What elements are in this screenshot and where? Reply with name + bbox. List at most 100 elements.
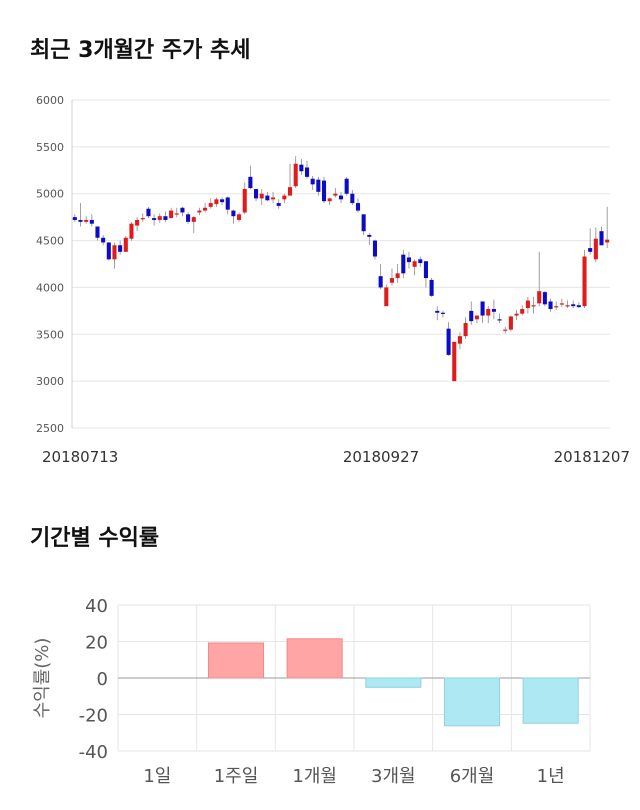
return-bar	[207, 642, 265, 679]
y-tick-label: 3000	[36, 375, 64, 388]
candle-body	[361, 214, 366, 232]
candle-body	[89, 219, 94, 224]
candle-body	[118, 245, 123, 252]
y-tick-label: 40	[85, 596, 108, 617]
y-tick-label: 4000	[36, 281, 64, 294]
candle-body	[304, 167, 310, 177]
candle-body	[72, 217, 77, 220]
candle-body	[231, 210, 236, 217]
candle-body	[152, 218, 157, 220]
candle-body	[338, 195, 344, 200]
candle-body	[333, 193, 338, 196]
candle-body	[174, 213, 179, 215]
candle-body	[384, 287, 389, 307]
candle-body	[78, 219, 83, 222]
candle-body	[582, 256, 587, 307]
candle-body	[457, 336, 462, 344]
candle-body	[480, 301, 485, 316]
candle-body	[299, 164, 304, 172]
y-tick-label: 2500	[36, 422, 64, 435]
candle-body	[129, 223, 134, 239]
candle-body	[548, 301, 553, 309]
candle-body	[412, 261, 417, 267]
candle-body	[344, 178, 349, 194]
candle-body	[514, 313, 519, 316]
candle-body	[242, 189, 247, 213]
y-tick-label: -40	[79, 742, 108, 763]
candle-body	[593, 238, 598, 260]
candle-body	[310, 178, 315, 185]
candle-body	[327, 198, 332, 202]
candle-body	[395, 273, 400, 279]
candle-body	[491, 308, 496, 312]
candle-body	[248, 176, 253, 189]
y-tick-label: 3500	[36, 328, 64, 341]
candlestick-chart: 6000 5500 5000 4500 4000 3500 3000 2500 20180713…	[36, 94, 630, 466]
candle-body	[355, 203, 361, 211]
x-category-label: 3개월	[371, 766, 416, 787]
candle-body	[101, 237, 106, 243]
candle-body	[157, 216, 162, 220]
candle-body	[525, 300, 530, 309]
candle-body	[203, 207, 208, 211]
candle-body	[446, 328, 451, 355]
candle-body	[497, 319, 502, 321]
x-category-label: 1일	[143, 766, 171, 787]
x-category-label: 1개월	[292, 766, 337, 787]
y-tick-label: 20	[85, 633, 108, 654]
x-category-label: 6개월	[450, 766, 495, 787]
x-category-label: 1주일	[214, 766, 259, 787]
x-tick-label: 20180927	[343, 448, 419, 466]
candle-body	[372, 240, 378, 257]
candle-body	[287, 187, 293, 196]
y-axis-label: 수익률(%)	[32, 638, 53, 719]
candle-body	[571, 304, 576, 307]
y-tick-label: -20	[79, 706, 108, 727]
candle-body	[197, 210, 202, 213]
x-tick-label: 20181207	[554, 448, 630, 466]
candle-body	[112, 245, 117, 260]
candle-body	[531, 305, 536, 307]
candle-body	[276, 203, 281, 206]
candle-body	[554, 306, 559, 308]
candle-body	[140, 218, 145, 220]
candle-body	[559, 303, 564, 305]
candle-body	[588, 248, 593, 252]
candle-body	[163, 216, 168, 220]
y-tick-label: 0	[97, 669, 108, 690]
candle-body	[418, 259, 423, 264]
candle-body	[265, 195, 270, 201]
candle-body	[605, 239, 610, 243]
candle-body	[429, 279, 434, 296]
candle-body	[520, 308, 525, 314]
candle-body	[435, 310, 440, 313]
candle-body	[486, 308, 491, 316]
candle-body	[135, 219, 140, 226]
y-tick-label: 6000	[36, 94, 64, 107]
candle-body	[452, 341, 457, 382]
candle-body	[440, 312, 445, 314]
candle-body	[180, 207, 185, 213]
y-tick-label: 5500	[36, 141, 64, 154]
candle-body	[321, 180, 327, 202]
candle-body	[474, 315, 479, 320]
candle-body	[225, 197, 230, 210]
candle-body	[367, 234, 372, 237]
candle-body	[423, 261, 428, 279]
candle-body	[350, 193, 355, 204]
candle-body	[565, 305, 570, 307]
candle-body	[463, 323, 468, 337]
candle-body	[259, 193, 264, 199]
candle-body	[293, 163, 298, 187]
return-bar	[365, 677, 422, 688]
return-bar	[286, 638, 343, 679]
price-chart-title: 최근 3개월간 주가 추세	[30, 38, 251, 63]
candle-body	[237, 214, 242, 220]
candle-body	[316, 179, 321, 192]
candle-body	[542, 292, 547, 305]
candle-body	[389, 278, 395, 283]
candle-body	[146, 208, 151, 217]
y-tick-label: 4500	[36, 235, 64, 248]
candle-body	[406, 257, 411, 263]
candle-body	[401, 254, 406, 274]
